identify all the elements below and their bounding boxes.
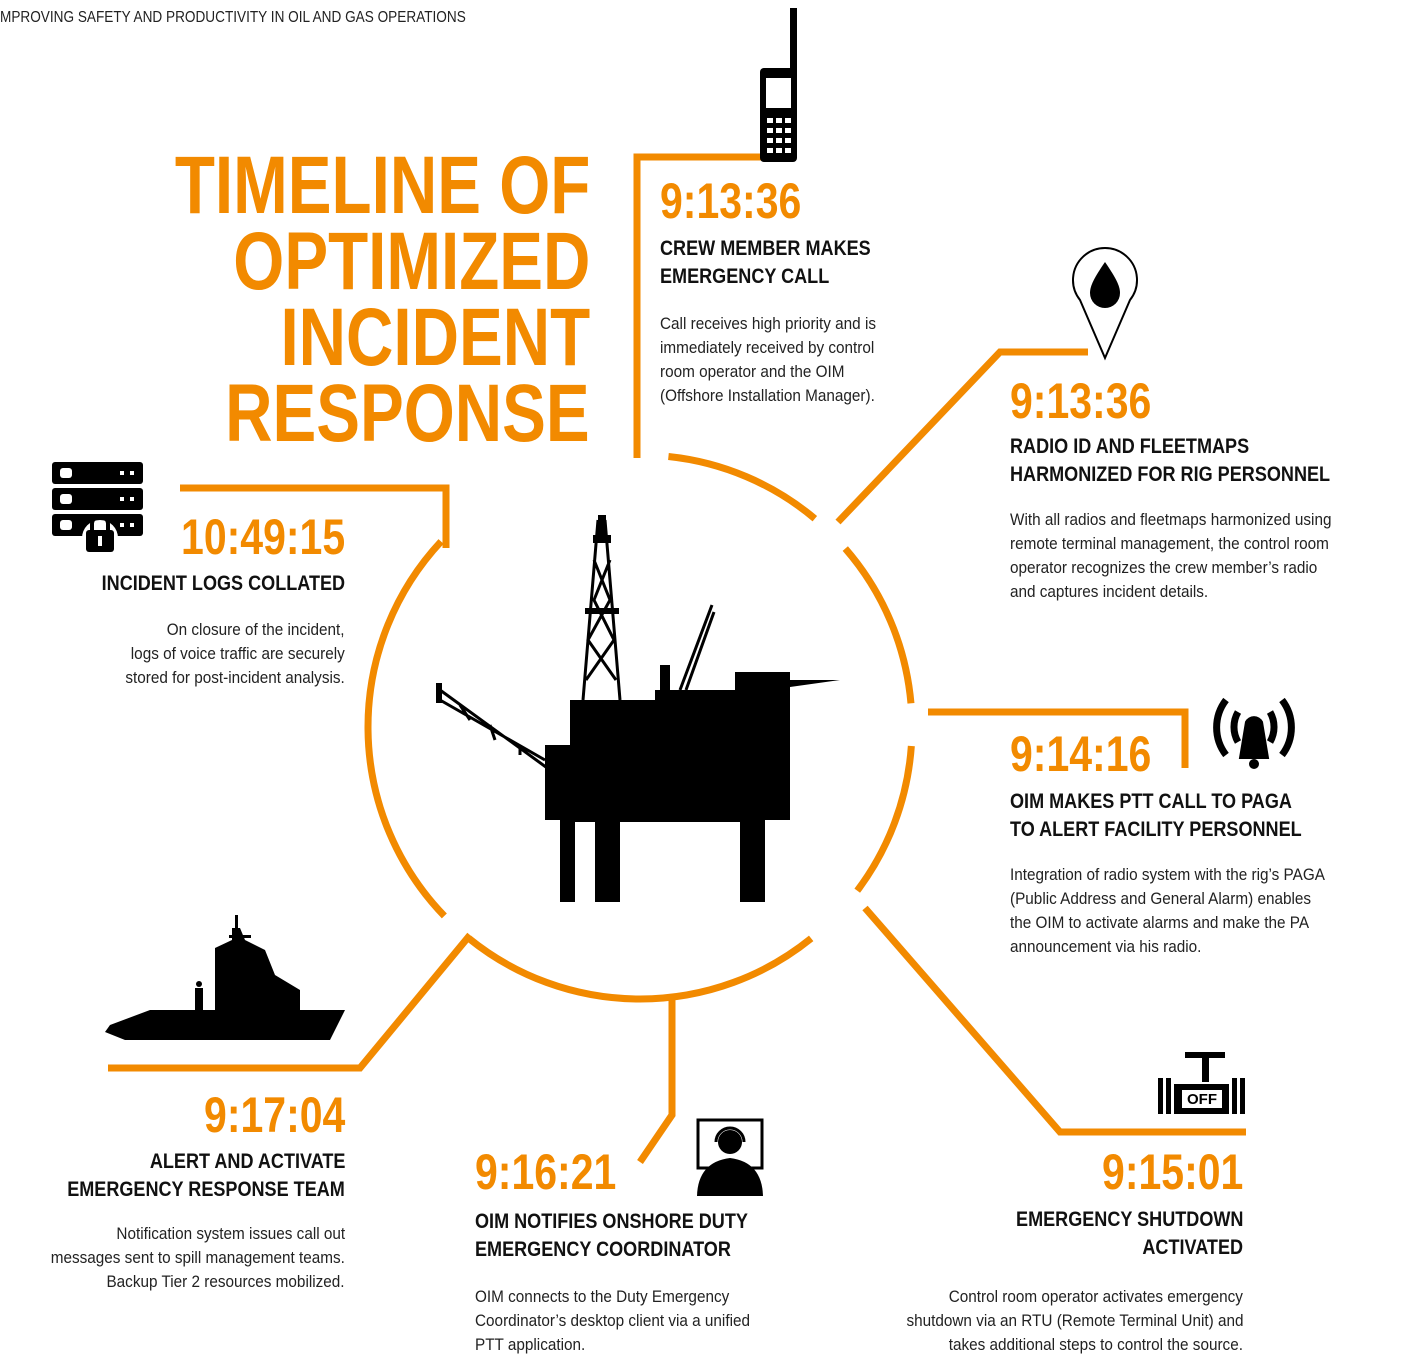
- event-time: 9:15:01: [1102, 1143, 1243, 1201]
- radio-icon: [760, 8, 797, 162]
- event-time: 9:16:21: [475, 1143, 616, 1201]
- event-description: stored for post-incident analysis.: [126, 666, 345, 690]
- event-heading: TO ALERT FACILITY PERSONNEL: [1010, 816, 1302, 844]
- event-description: messages sent to spill management teams.: [51, 1246, 345, 1270]
- event-heading: HARMONIZED FOR RIG PERSONNEL: [1010, 461, 1330, 489]
- event-heading: EMERGENCY CALL: [660, 263, 829, 291]
- event-description: OIM connects to the Duty Emergency: [475, 1285, 729, 1309]
- event-description: Notification system issues call out: [116, 1222, 345, 1246]
- title-line: TIMELINE OF: [175, 148, 590, 224]
- coordinator-icon: [697, 1120, 763, 1196]
- event-description: shutdown via an RTU (Remote Terminal Uni…: [906, 1309, 1243, 1333]
- event-time: 9:14:16: [1010, 725, 1151, 783]
- event-heading: EMERGENCY SHUTDOWN: [1016, 1206, 1243, 1234]
- location-pin-icon: [1073, 248, 1137, 358]
- event-description: takes additional steps to control the so…: [949, 1333, 1243, 1357]
- event-heading: ALERT AND ACTIVATE: [149, 1148, 345, 1176]
- event-description: operator recognizes the crew member’s ra…: [1010, 556, 1317, 580]
- svg-text:OFF: OFF: [1187, 1091, 1217, 1108]
- event-description: Coordinator’s desktop client via a unifi…: [475, 1309, 750, 1333]
- event-heading: CREW MEMBER MAKES: [660, 235, 871, 263]
- header: MPROVING SAFETY AND PRODUCTIVITY IN OIL …: [0, 9, 466, 27]
- event-description: Control room operator activates emergenc…: [949, 1285, 1243, 1309]
- event-heading: RADIO ID AND FLEETMAPS: [1010, 433, 1249, 461]
- event-time: 9:17:04: [204, 1086, 345, 1144]
- event-heading: ACTIVATED: [1142, 1234, 1243, 1262]
- event-description: Call receives high priority and is: [660, 312, 876, 336]
- event-description: (Public Address and General Alarm) enabl…: [1010, 887, 1311, 911]
- event-description: On closure of the incident,: [167, 618, 345, 642]
- event-heading: OIM MAKES PTT CALL TO PAGA: [1010, 788, 1292, 816]
- valve-icon: OFF: [1158, 1052, 1245, 1114]
- event-heading: OIM NOTIFIES ONSHORE DUTY: [475, 1208, 748, 1236]
- event-description: Backup Tier 2 resources mobilized.: [107, 1270, 345, 1294]
- event-heading: EMERGENCY COORDINATOR: [475, 1236, 731, 1264]
- event-description: the OIM to activate alarms and make the …: [1010, 911, 1309, 935]
- event-time: 9:13:36: [660, 172, 801, 230]
- event-description: immediately received by control: [660, 336, 874, 360]
- alarm-icon: [1217, 700, 1292, 769]
- event-description: announcement via his radio.: [1010, 935, 1201, 959]
- infographic: OFF MPROVING SAFETY AND: [0, 0, 1413, 1364]
- connector: [640, 998, 672, 1162]
- server-icon: [52, 462, 143, 556]
- event-description: PTT application.: [475, 1333, 585, 1357]
- title-line: RESPONSE: [225, 376, 590, 452]
- event-heading: EMERGENCY RESPONSE TEAM: [67, 1176, 345, 1204]
- oil-rig-icon: [436, 515, 840, 902]
- event-description: With all radios and fleetmaps harmonized…: [1010, 508, 1331, 532]
- event-description: (Offshore Installation Manager).: [660, 384, 875, 408]
- event-description: Integration of radio system with the rig…: [1010, 863, 1325, 887]
- event-time: 9:13:36: [1010, 372, 1151, 430]
- event-time: 10:49:15: [181, 508, 345, 566]
- event-description: logs of voice traffic are securely: [131, 642, 345, 666]
- event-heading: INCIDENT LOGS COLLATED: [102, 570, 345, 598]
- event-description: and captures incident details.: [1010, 580, 1208, 604]
- title-line: OPTIMIZED: [233, 224, 590, 300]
- event-description: room operator and the OIM: [660, 360, 845, 384]
- ship-icon: [105, 915, 345, 1040]
- title-line: INCIDENT: [280, 300, 590, 376]
- event-description: remote terminal management, the control …: [1010, 532, 1329, 556]
